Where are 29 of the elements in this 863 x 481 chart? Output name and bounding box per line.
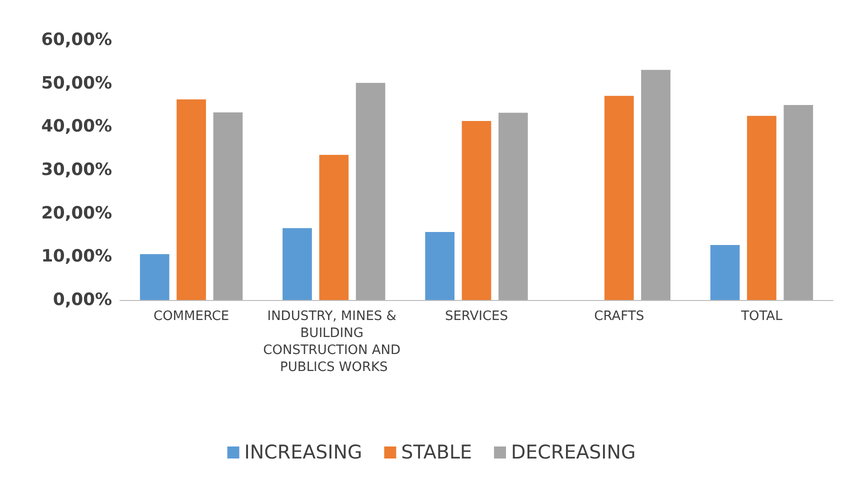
bar xyxy=(140,254,170,300)
legend-label: DECREASING xyxy=(511,442,636,464)
bar xyxy=(641,70,670,300)
bar xyxy=(747,116,776,300)
bar xyxy=(784,105,814,300)
bar xyxy=(498,112,528,300)
bar xyxy=(425,232,454,300)
x-tick-label: SERVICES xyxy=(444,309,508,324)
x-tick-label: TOTAL xyxy=(740,309,784,324)
x-tick-label: INDUSTRY, MINES & BUILDING CONSTRUCTION AND PUBLICS WORKS xyxy=(263,309,405,375)
y-tick-label: 40,00% xyxy=(41,116,112,137)
y-tick-label: 20,00% xyxy=(41,203,112,224)
y-tick-label: 10,00% xyxy=(41,246,112,267)
bar xyxy=(319,154,349,300)
bar xyxy=(213,112,243,300)
bar xyxy=(462,121,492,300)
y-tick-label: 0,00% xyxy=(53,290,112,310)
y-tick-label: 30,00% xyxy=(41,160,112,180)
x-tick-label: CRAFTS xyxy=(594,309,644,324)
legend-label: STABLE xyxy=(401,442,472,464)
bar xyxy=(176,99,206,300)
y-tick-label: 50,00% xyxy=(41,73,112,94)
bar xyxy=(282,228,312,300)
bar xyxy=(604,96,634,300)
y-tick-label: 60,00% xyxy=(41,30,112,50)
x-tick-label: COMMERCE xyxy=(153,309,230,324)
bar xyxy=(356,82,386,300)
legend-label: INCREASING xyxy=(244,442,362,464)
bar xyxy=(710,244,740,300)
